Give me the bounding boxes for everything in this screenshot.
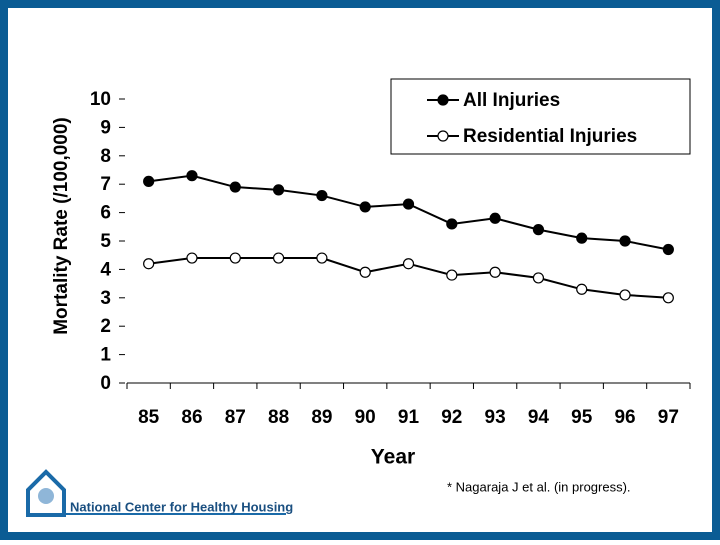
- y-tick-label: 1: [100, 345, 111, 366]
- data-point: [446, 218, 458, 230]
- logo-figure: [38, 488, 54, 504]
- data-point: [186, 170, 198, 182]
- x-tick-label: 87: [225, 407, 246, 428]
- x-axis-label: Year: [371, 446, 415, 469]
- x-tick-label: 96: [614, 407, 635, 428]
- data-point: [532, 272, 545, 284]
- data-point: [272, 252, 285, 264]
- data-point: [359, 266, 371, 278]
- legend-box: [390, 78, 691, 155]
- legend: All Injuries Residential Injuries: [390, 78, 691, 155]
- y-axis-label: Mortality Rate (/100,000): [51, 117, 72, 335]
- data-point: [662, 243, 674, 256]
- x-tick-label: 85: [138, 407, 160, 428]
- y-tick-label: 3: [100, 288, 111, 309]
- data-point: [316, 252, 328, 264]
- data-point: [229, 252, 241, 264]
- footnote: * Nagaraja J et al. (in progress).: [447, 479, 631, 494]
- data-point: [489, 266, 501, 278]
- data-point: [229, 181, 241, 193]
- x-tick-label: 89: [311, 407, 332, 428]
- legend-marker: [437, 94, 449, 106]
- y-tick-label: 2: [100, 316, 111, 337]
- data-point: [316, 189, 328, 202]
- legend-label: Residential Injuries: [463, 126, 637, 147]
- y-tick-label: 9: [100, 117, 111, 138]
- legend-label: All Injuries: [463, 90, 560, 111]
- data-point: [576, 283, 588, 295]
- data-point: [143, 175, 155, 187]
- logo-house: [26, 469, 66, 517]
- data-point: [446, 269, 458, 281]
- data-point: [576, 232, 588, 244]
- x-tick-label: 94: [528, 407, 550, 428]
- data-point: [359, 201, 371, 213]
- y-tick-label: 7: [100, 174, 111, 195]
- data-point: [489, 212, 501, 224]
- data-point: [619, 235, 631, 247]
- data-point: [272, 184, 285, 196]
- x-tick-label: 91: [398, 407, 420, 428]
- y-tick-label: 10: [90, 89, 111, 110]
- x-tick-label: 93: [485, 407, 506, 428]
- data-point: [402, 258, 415, 270]
- y-tick-label: 0: [100, 373, 111, 394]
- y-tick-label: 4: [100, 259, 111, 280]
- y-tick-label: 8: [100, 146, 111, 167]
- y-tick-label: 5: [100, 231, 111, 252]
- x-tick-label: 95: [571, 407, 593, 428]
- data-point: [532, 224, 545, 236]
- x-tick-label: 88: [268, 407, 289, 428]
- x-tick-label: 86: [181, 407, 202, 428]
- data-point: [143, 258, 155, 270]
- y-tick-label: 6: [100, 203, 111, 224]
- x-tick-label: 92: [441, 407, 462, 428]
- data-point: [619, 289, 631, 301]
- data-point: [402, 198, 415, 210]
- data-point: [186, 252, 198, 264]
- legend-marker: [437, 130, 449, 142]
- x-tick-label: 90: [355, 407, 376, 428]
- x-tick-label: 97: [658, 407, 679, 428]
- data-point: [662, 292, 674, 304]
- logo: National Center for Healthy Housing: [26, 469, 293, 517]
- logo-text: National Center for Healthy Housing: [70, 499, 293, 514]
